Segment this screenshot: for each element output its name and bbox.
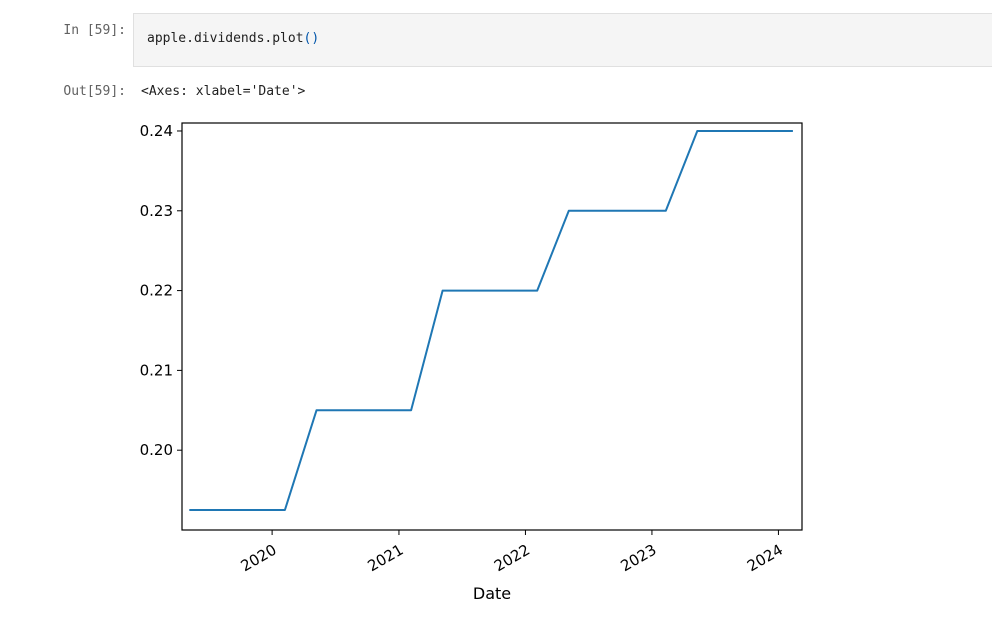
y-tick-label: 0.21 [140,361,173,379]
code-parens: () [303,31,320,46]
input-prompt: In [59]: [63,23,126,38]
x-tick-label: 2023 [617,541,659,576]
code-cell-editor[interactable]: apple.dividends.plot() [133,13,992,67]
plot-frame [181,122,803,531]
x-tick-label: 2020 [238,541,280,576]
output-prompt: Out[59]: [63,84,126,99]
x-tick-label: 2024 [744,541,786,576]
output-repr-text: <Axes: xlabel='Date'> [141,84,306,99]
y-tick-label: 0.24 [140,122,173,140]
series-line-0 [189,130,793,511]
code-call: apple.dividends.plot [147,31,304,46]
x-tick-label: 2021 [364,541,406,576]
y-tick-label: 0.22 [140,282,173,300]
code-text: apple.dividends.plot() [147,31,319,46]
y-tick-label: 0.23 [140,202,173,220]
y-tick-label: 0.20 [140,441,173,459]
x-axis-label: Date [473,584,511,603]
x-tick-label: 2022 [491,541,533,576]
